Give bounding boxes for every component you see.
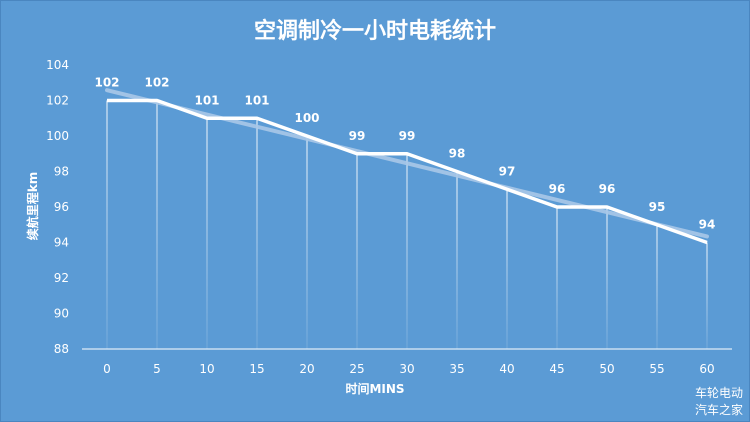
x-tick-label: 35	[449, 362, 464, 376]
y-axis-ticks: 88 90 92 94 96 98 100 102 104	[46, 58, 69, 356]
data-label: 101	[244, 93, 269, 107]
chart-title: 空调制冷一小时电耗统计	[254, 18, 496, 44]
y-tick-label: 90	[54, 307, 69, 321]
x-tick-label: 40	[499, 362, 514, 376]
drop-line	[506, 189, 508, 349]
data-label: 99	[349, 129, 366, 143]
trendline	[105, 88, 709, 239]
y-tick-label: 98	[54, 165, 69, 179]
y-tick-label: 96	[54, 200, 69, 214]
x-tick-label: 55	[649, 362, 664, 376]
y-tick-label: 92	[54, 271, 69, 285]
drop-line	[356, 153, 358, 349]
x-tick-label: 0	[103, 362, 111, 376]
drop-line	[706, 242, 708, 349]
drop-line	[456, 171, 458, 349]
series-line	[107, 98, 708, 245]
watermark-line1: 车轮电动	[695, 385, 743, 400]
data-label: 96	[549, 182, 566, 196]
y-tick-label: 94	[54, 236, 69, 250]
data-label: 102	[94, 76, 119, 90]
x-tick-label: 60	[699, 362, 714, 376]
x-axis-ticks: 0 5 10 15 20 25 30 35 40 45 50 55 60	[103, 362, 714, 376]
x-tick-label: 50	[599, 362, 614, 376]
x-tick-label: 25	[349, 362, 364, 376]
drop-line	[206, 118, 208, 349]
x-tick-label: 20	[299, 362, 314, 376]
drop-line	[306, 136, 308, 349]
data-label: 100	[294, 111, 319, 125]
drop-lines	[106, 100, 708, 349]
x-tick-label: 15	[249, 362, 264, 376]
data-label: 99	[399, 129, 416, 143]
x-tick-label: 10	[199, 362, 214, 376]
data-label: 98	[449, 147, 466, 161]
data-label: 102	[144, 76, 169, 90]
x-tick-label: 5	[153, 362, 161, 376]
drop-line	[106, 100, 108, 349]
y-tick-label: 102	[46, 94, 69, 108]
drop-line	[556, 207, 558, 349]
y-tick-label: 88	[54, 342, 69, 356]
drop-line	[606, 207, 608, 349]
y-tick-label: 100	[46, 129, 69, 143]
x-tick-label: 30	[399, 362, 414, 376]
drop-line	[656, 224, 658, 349]
drop-line	[406, 153, 408, 349]
data-label: 95	[649, 200, 666, 214]
data-labels: 102 102 101 101 100 99 99 98 97 96 96 95 94	[94, 76, 715, 232]
data-label: 96	[599, 182, 616, 196]
data-label: 97	[499, 164, 516, 178]
drop-line	[256, 118, 258, 349]
watermark-line2: 汽车之家	[695, 402, 743, 417]
data-label: 94	[699, 218, 716, 232]
drop-line	[156, 100, 158, 349]
y-axis-label: 续航里程km	[25, 172, 40, 241]
x-axis-label: 时间MINS	[345, 381, 404, 396]
data-label: 101	[194, 93, 219, 107]
y-tick-label: 104	[46, 58, 69, 72]
x-tick-label: 45	[549, 362, 564, 376]
